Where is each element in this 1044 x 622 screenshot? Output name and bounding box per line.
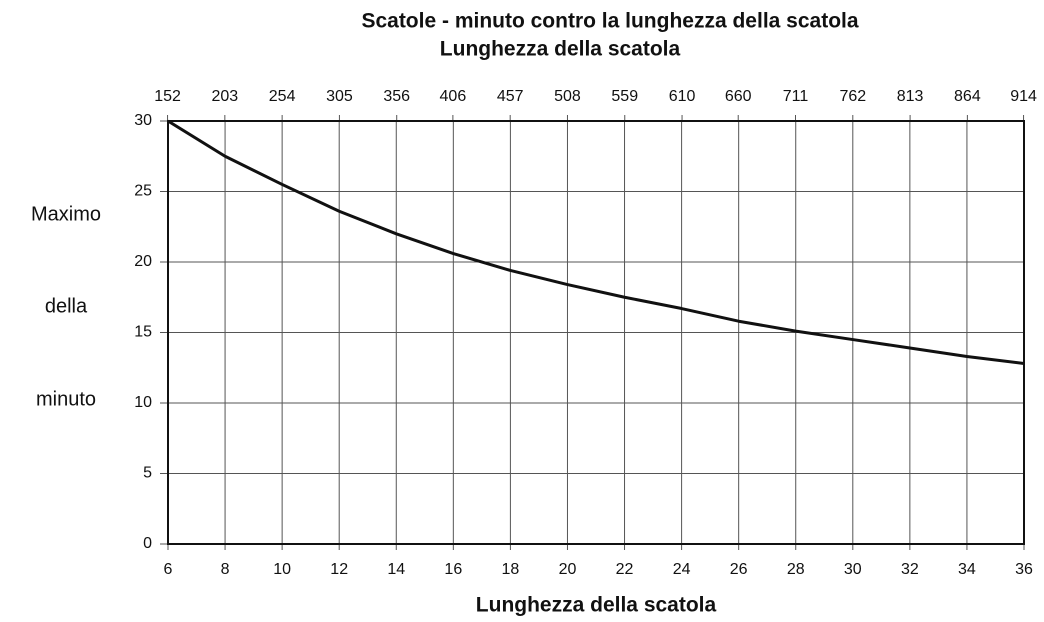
x2-tick-label: 864 — [954, 88, 981, 105]
x2-tick-label: 660 — [725, 88, 752, 105]
x-tick-label: 6 — [164, 561, 173, 578]
y-axis-title: minuto — [36, 388, 96, 410]
x2-tick-label: 457 — [497, 88, 524, 105]
y-tick-label: 15 — [134, 324, 152, 341]
x-tick-label: 32 — [901, 561, 919, 578]
x2-tick-label: 610 — [669, 88, 696, 105]
x2-tick-label: 254 — [269, 88, 296, 105]
y-tick-label: 5 — [143, 465, 152, 482]
x-tick-label: 22 — [616, 561, 634, 578]
x-tick-label: 34 — [958, 561, 976, 578]
x-tick-label: 24 — [673, 561, 691, 578]
y-tick-label: 20 — [134, 253, 152, 270]
x-tick-label: 26 — [730, 561, 748, 578]
x-tick-label: 18 — [502, 561, 520, 578]
x2-tick-label: 305 — [326, 88, 353, 105]
x-tick-label: 8 — [221, 561, 230, 578]
x-tick-label: 10 — [273, 561, 291, 578]
y-tick-label: 30 — [134, 112, 152, 129]
x2-tick-label: 762 — [839, 88, 866, 105]
x2-tick-label: 711 — [783, 88, 809, 105]
plot-frame — [167, 120, 1025, 545]
x-tick-label: 12 — [330, 561, 348, 578]
x2-tick-label: 356 — [383, 88, 410, 105]
x2-axis-title: Lunghezza della scatola — [440, 38, 681, 61]
x2-tick-label: 203 — [211, 88, 238, 105]
line — [167, 119, 1025, 366]
x2-tick-label: 508 — [554, 88, 581, 105]
y-axis-title: della — [45, 295, 88, 317]
x-tick-label: 36 — [1015, 561, 1033, 578]
x-tick-label: 28 — [787, 561, 805, 578]
x2-tick-label: 406 — [440, 88, 467, 105]
x-tick-label: 14 — [387, 561, 405, 578]
x2-tick-label: 813 — [897, 88, 924, 105]
y-tick-label: 25 — [134, 183, 152, 200]
x-tick-label: 20 — [559, 561, 577, 578]
y-tick-label: 0 — [143, 535, 152, 552]
x2-tick-label: 914 — [1010, 88, 1037, 105]
y-tick-label: 10 — [134, 394, 152, 411]
chart-title: Scatole - minuto contro la lunghezza del… — [361, 10, 858, 33]
x-tick-label: 30 — [844, 561, 862, 578]
x-tick-label: 16 — [444, 561, 462, 578]
x2-tick-label: 152 — [154, 88, 181, 105]
y-axis-title: Maximo — [31, 203, 101, 225]
x-axis-title: Lunghezza della scatola — [476, 594, 717, 617]
x2-tick-label: 559 — [611, 88, 638, 105]
